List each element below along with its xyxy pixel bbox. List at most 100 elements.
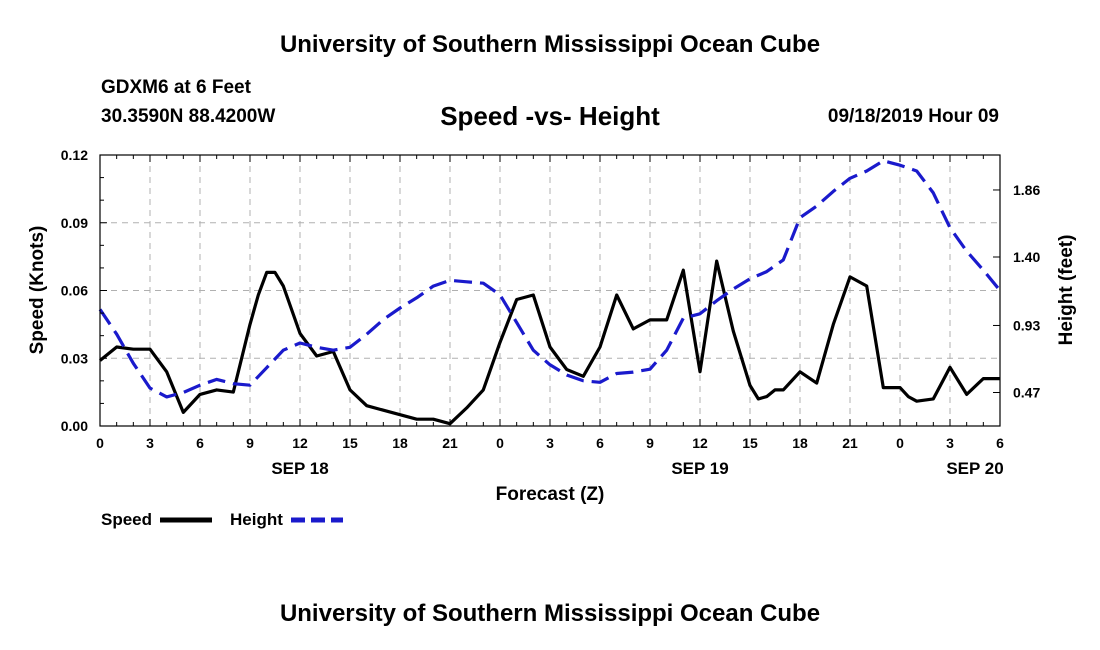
data-point-speed [882, 386, 885, 389]
data-point-speed [899, 386, 902, 389]
data-point-speed [907, 395, 910, 398]
data-point-height [499, 293, 502, 296]
x-date-label: SEP 20 [946, 459, 1003, 478]
x-tick-label: 12 [692, 435, 708, 451]
data-point-speed [499, 341, 502, 344]
data-point-speed [399, 413, 402, 416]
data-point-height [465, 280, 468, 283]
data-point-speed [682, 269, 685, 272]
data-point-speed [465, 406, 468, 409]
x-tick-label: 0 [896, 435, 904, 451]
data-point-speed [149, 348, 152, 351]
data-point-speed [432, 418, 435, 421]
data-point-height [132, 362, 135, 365]
data-point-speed [699, 370, 702, 373]
data-point-speed [665, 318, 668, 321]
series-line-height [98, 159, 1002, 399]
y2-tick-label: 1.86 [1013, 182, 1040, 198]
data-point-speed [965, 393, 968, 396]
data-point-height [182, 391, 185, 394]
legend: Speed Height [101, 510, 343, 529]
data-point-speed [115, 346, 118, 349]
data-point-height [349, 346, 352, 349]
data-point-speed [265, 271, 268, 274]
chart-subtitle: Speed -vs- Height [440, 101, 660, 131]
data-point-height [282, 349, 285, 352]
data-point-height [815, 205, 818, 208]
data-point-speed [615, 294, 618, 297]
data-point-speed [849, 275, 852, 278]
data-point-height [682, 317, 685, 320]
data-point-height [932, 191, 935, 194]
data-point-speed [632, 327, 635, 330]
data-point-speed [774, 388, 777, 391]
data-point-speed [565, 368, 568, 371]
data-point-height [265, 366, 268, 369]
x-tick-label: 0 [96, 435, 104, 451]
data-point-height [215, 378, 218, 381]
data-point-speed [274, 271, 277, 274]
x-date-label: SEP 18 [271, 459, 328, 478]
data-point-speed [582, 375, 585, 378]
x-tick-label: 21 [442, 435, 458, 451]
legend-height-label: Height [230, 510, 283, 529]
data-point-speed [799, 370, 802, 373]
x-tick-label: 6 [996, 435, 1004, 451]
data-point-speed [349, 388, 352, 391]
y-axis-label: Speed (Knots) [27, 226, 48, 355]
data-point-height [115, 333, 118, 336]
data-point-height [699, 312, 702, 315]
data-point-speed [982, 377, 985, 380]
data-point-height [249, 384, 252, 387]
x-axis-label: Forecast (Z) [496, 484, 605, 505]
data-point-speed [815, 382, 818, 385]
data-point-height [899, 164, 902, 167]
data-point-height [582, 379, 585, 382]
axes-layer: 0 3 6 9 12 15 18 21 0 3 6 9 12 15 18 21 0 3 6 0.00 0.03 0.06 0… [61, 147, 1041, 478]
data-point-height [365, 333, 368, 336]
y2-axis-label: Height (feet) [1056, 235, 1077, 346]
data-point-height [449, 279, 452, 282]
data-point-height [615, 372, 618, 375]
data-point-speed [482, 388, 485, 391]
data-point-speed [932, 397, 935, 400]
data-point-speed [132, 348, 135, 351]
data-point-speed [915, 400, 918, 403]
data-point-speed [182, 411, 185, 414]
x-tick-label: 3 [146, 435, 154, 451]
data-point-speed [732, 330, 735, 333]
data-point-speed [549, 346, 552, 349]
data-point-height [565, 374, 568, 377]
data-point-speed [715, 260, 718, 263]
data-point-height [915, 170, 918, 173]
data-point-speed [365, 404, 368, 407]
coordinates-label: 30.3590N 88.4200W [101, 106, 276, 127]
x-tick-label: 15 [342, 435, 358, 451]
x-tick-label: 18 [392, 435, 408, 451]
data-point-speed [232, 391, 235, 394]
data-point-speed [215, 388, 218, 391]
datetime-label: 09/18/2019 Hour 09 [827, 106, 999, 127]
x-tick-label: 18 [792, 435, 808, 451]
data-point-speed [749, 384, 752, 387]
x-tick-label: 21 [842, 435, 858, 451]
data-point-speed [649, 318, 652, 321]
data-point-speed [249, 323, 252, 326]
data-point-speed [199, 393, 202, 396]
series-layer [98, 159, 1002, 426]
data-point-height [332, 349, 335, 352]
y-tick-label: 0.12 [61, 147, 88, 163]
data-point-height [799, 216, 802, 219]
data-point-height [715, 299, 718, 302]
data-point-speed [415, 418, 418, 421]
y-tick-label: 0.06 [61, 283, 88, 299]
data-point-height [832, 190, 835, 193]
data-point-height [665, 349, 668, 352]
data-point-height [732, 288, 735, 291]
y-tick-label: 0.03 [61, 350, 88, 366]
data-point-speed [282, 285, 285, 288]
data-point-speed [257, 294, 260, 297]
x-date-label: SEP 19 [671, 459, 728, 478]
data-point-height [749, 277, 752, 280]
